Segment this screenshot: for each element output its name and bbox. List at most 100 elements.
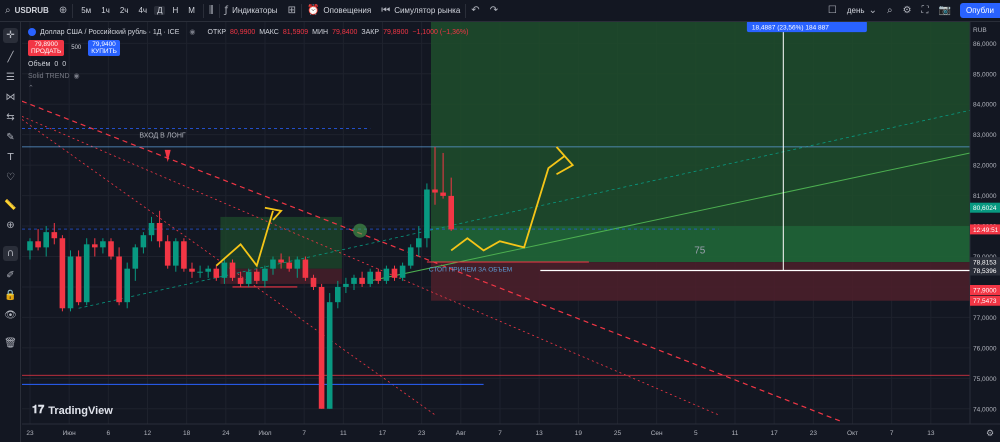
interval-button[interactable]: 5м — [81, 6, 92, 15]
candle-body[interactable] — [108, 241, 114, 257]
candle-body[interactable] — [310, 277, 317, 287]
loss-zone[interactable] — [431, 262, 970, 301]
interval-button[interactable]: 2ч — [119, 6, 129, 15]
candle-body[interactable] — [343, 283, 349, 287]
timeframe-select[interactable]: день ⌄ — [842, 0, 882, 22]
candle-body[interactable] — [221, 262, 228, 278]
interval-button[interactable]: Н — [172, 6, 179, 15]
candle-body[interactable] — [173, 241, 179, 266]
candle-body[interactable] — [83, 244, 90, 303]
candle-body[interactable] — [351, 277, 357, 284]
add-symbol-button[interactable]: ⊕ — [54, 0, 72, 22]
draw-mode-icon[interactable]: ✐ — [6, 270, 15, 281]
candle-body[interactable] — [367, 271, 373, 284]
candle-body[interactable] — [213, 268, 220, 278]
interval-button[interactable]: М — [188, 6, 195, 15]
forecast-icon[interactable]: ⇆ — [6, 112, 15, 123]
candle-body[interactable] — [245, 271, 252, 284]
candle-body[interactable] — [416, 238, 422, 248]
candle-body[interactable] — [262, 268, 268, 281]
candle-body[interactable] — [59, 238, 66, 309]
candle-body[interactable] — [399, 265, 406, 278]
candle-body[interactable] — [148, 223, 155, 236]
candle-body[interactable] — [407, 247, 414, 266]
candle-body[interactable] — [197, 271, 203, 273]
search-button[interactable]: ⌕ — [882, 0, 898, 22]
candle-body[interactable] — [124, 268, 130, 303]
candle-body[interactable] — [229, 262, 236, 278]
candle-body[interactable] — [318, 286, 325, 409]
layout-button[interactable]: ☐ — [823, 0, 842, 22]
indicators-button[interactable]: ƒ Индикаторы — [220, 0, 283, 22]
candle-body[interactable] — [335, 286, 341, 303]
candle-body[interactable] — [132, 247, 139, 269]
alerts-button[interactable]: ⏰ Оповещения — [302, 0, 376, 22]
chart-type-button[interactable]: ⫼ — [204, 0, 219, 22]
candle-body[interactable] — [270, 259, 276, 269]
candle-body[interactable] — [43, 232, 49, 248]
chevron-up-icon[interactable]: ⌃ — [28, 85, 34, 92]
candle-body[interactable] — [75, 256, 82, 303]
candle-body[interactable] — [448, 195, 454, 230]
candle-body[interactable] — [189, 268, 195, 272]
candle-body[interactable] — [302, 259, 309, 278]
candle-body[interactable] — [100, 241, 106, 248]
brush-icon[interactable]: ✎ — [6, 132, 15, 143]
interval-button[interactable]: Д — [154, 6, 166, 15]
candle-body[interactable] — [424, 189, 430, 239]
candle-body[interactable] — [164, 241, 171, 266]
candle-body[interactable] — [375, 271, 382, 281]
candle-body[interactable] — [294, 259, 301, 269]
buy-button[interactable]: 79,9400 КУПИТЬ — [88, 40, 120, 56]
candle-body[interactable] — [440, 192, 446, 196]
undo-button[interactable]: ↶ — [466, 0, 484, 22]
candle-body[interactable] — [140, 235, 147, 248]
eye-icon[interactable]: ◉ — [73, 73, 80, 80]
replay-button[interactable]: ⏮ Симулятор рынка — [376, 0, 465, 22]
candle-body[interactable] — [432, 189, 438, 193]
interval-button[interactable]: 1ч — [101, 6, 110, 15]
candle-body[interactable] — [156, 223, 163, 242]
heart-icon[interactable]: ♡ — [6, 172, 15, 183]
candle-body[interactable] — [391, 268, 398, 278]
fullscreen-button[interactable]: ⛶ — [917, 0, 934, 22]
interval-button[interactable]: 4ч — [138, 6, 148, 15]
candle-body[interactable] — [383, 268, 390, 281]
candle-body[interactable] — [326, 302, 333, 409]
text-icon[interactable]: T — [7, 152, 14, 163]
snapshot-button[interactable]: 📷 — [934, 0, 956, 22]
lock-icon[interactable]: 🔒 — [4, 290, 17, 301]
candle-body[interactable] — [254, 271, 260, 281]
pattern-icon[interactable]: ⋈ — [5, 92, 16, 103]
candle-body[interactable] — [278, 259, 284, 263]
templates-button[interactable]: ⊞ — [283, 0, 301, 22]
candle-body[interactable] — [237, 277, 244, 284]
candle-body[interactable] — [92, 244, 98, 248]
symbol-search[interactable]: ⌕ USDRUB — [0, 0, 54, 22]
crosshair-icon[interactable]: ✛ — [3, 28, 18, 43]
candle-body[interactable] — [205, 268, 211, 272]
candle-body[interactable] — [35, 241, 41, 248]
publish-button[interactable]: Опубли — [959, 3, 1000, 18]
ruler-icon[interactable]: 📏 — [4, 200, 17, 211]
zoom-icon[interactable]: ⊕ — [6, 220, 15, 231]
fib-icon[interactable]: ☰ — [6, 72, 15, 83]
sell-button[interactable]: 79,8900 ПРОДАТЬ — [28, 40, 65, 56]
redo-button[interactable]: ↷ — [485, 0, 503, 22]
magnet-icon[interactable]: ∩ — [3, 246, 18, 261]
candle-body[interactable] — [67, 256, 74, 309]
candle-body[interactable] — [181, 241, 187, 269]
trash-icon[interactable]: 🗑 — [4, 338, 17, 349]
candle-body[interactable] — [286, 262, 292, 269]
eye-icon[interactable]: ◉ — [189, 29, 196, 36]
gear-icon[interactable]: ⚙ — [986, 429, 994, 439]
eye-icon[interactable]: 👁 — [4, 310, 17, 321]
trend-line-icon[interactable]: ╱ — [7, 52, 14, 63]
settings-button[interactable]: ⚙ — [898, 0, 917, 22]
candle-body[interactable] — [359, 277, 365, 284]
candle-body[interactable] — [116, 256, 122, 303]
candle-body[interactable] — [51, 232, 58, 239]
candle-body[interactable] — [27, 241, 33, 251]
profit-zone[interactable] — [431, 22, 970, 263]
